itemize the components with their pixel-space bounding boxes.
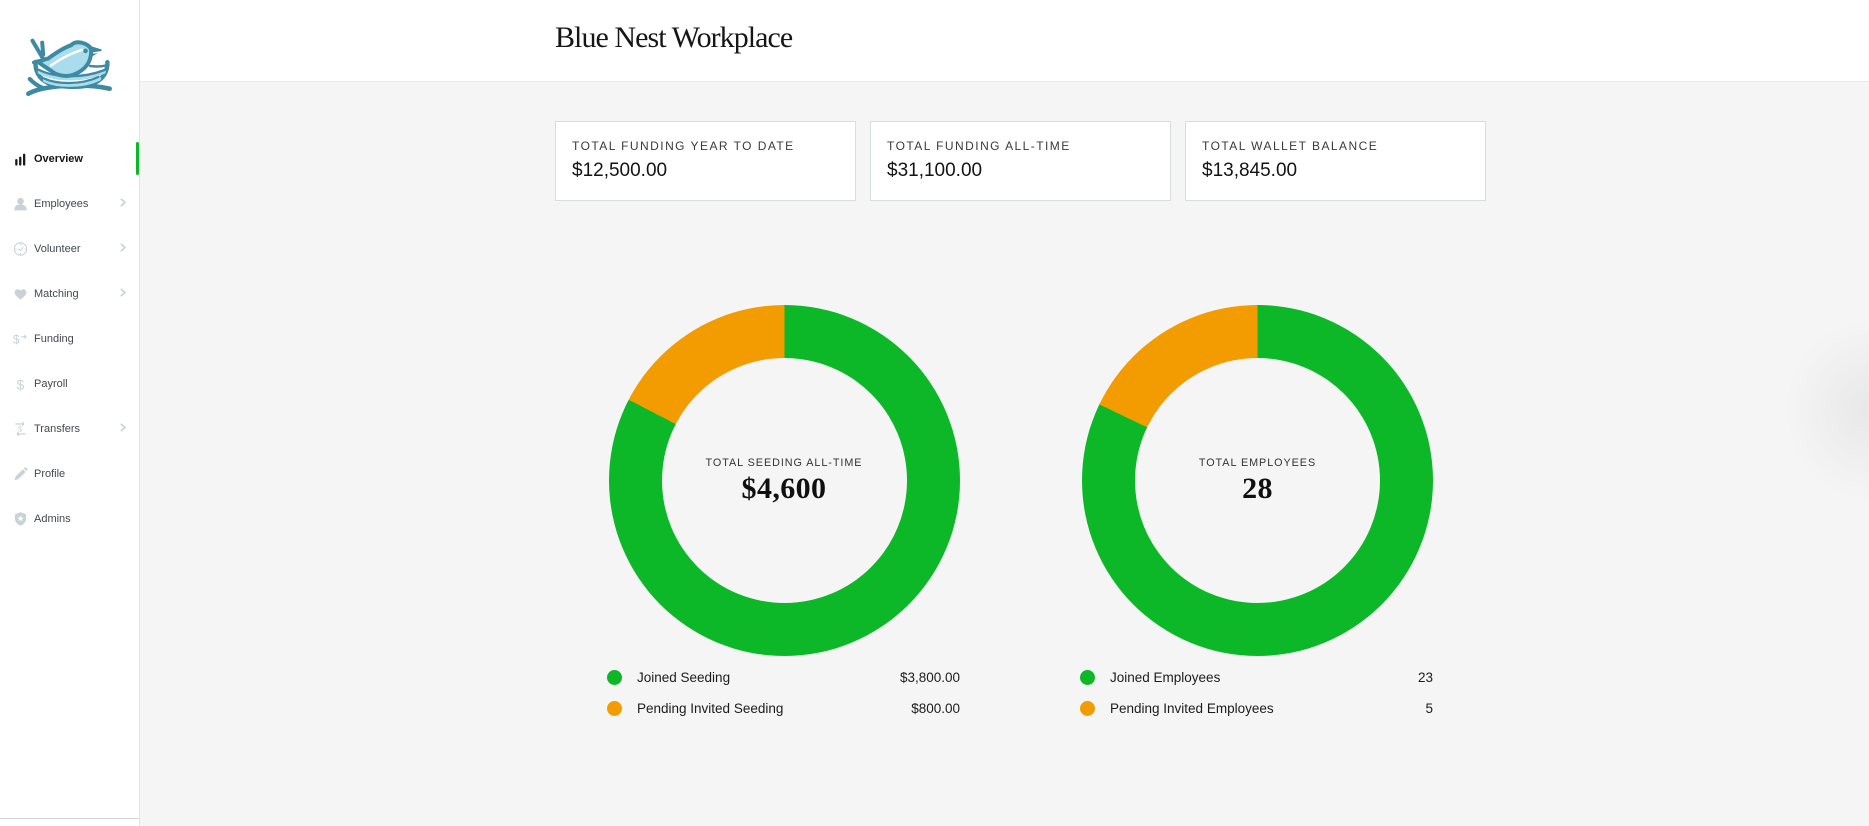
svg-text:$: $ [17,376,25,392]
svg-text:$: $ [18,424,23,433]
svg-text:$: $ [13,332,20,346]
